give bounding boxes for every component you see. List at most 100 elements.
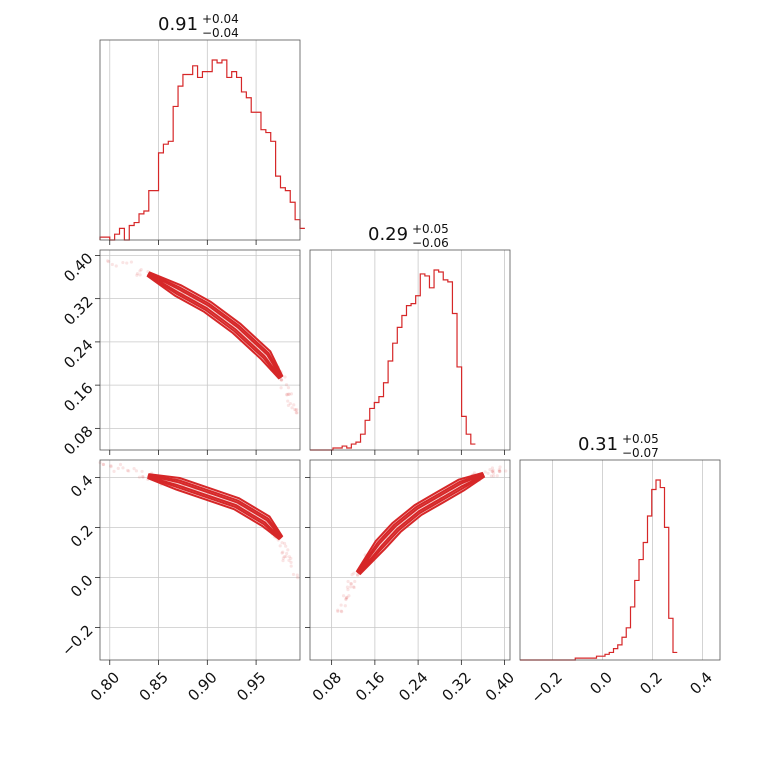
contour-inner-2 xyxy=(356,473,485,575)
scatter-point xyxy=(112,469,116,473)
scatter-point xyxy=(340,610,344,614)
scatter-point xyxy=(491,468,495,473)
x-tick-label-2-2: 0.2 xyxy=(636,668,666,698)
scatter-point xyxy=(295,573,299,577)
scatter-point xyxy=(281,558,285,563)
scatter-point xyxy=(490,466,495,470)
x-tick-label-1-3: 0.32 xyxy=(438,668,474,704)
scatter-point xyxy=(284,544,288,548)
contour-mid-0 xyxy=(146,272,283,380)
scatter-point xyxy=(296,576,300,580)
scatter-point xyxy=(344,597,348,601)
scatter-point xyxy=(116,466,120,470)
scatter-point xyxy=(504,469,508,473)
scatter-point xyxy=(286,403,291,408)
scatter-point xyxy=(281,550,285,554)
histogram-0 xyxy=(99,59,305,241)
scatter-point xyxy=(282,555,286,559)
hist-title-plus-1: +0.05 xyxy=(412,222,449,236)
scatter-point xyxy=(140,469,144,474)
scatter-point xyxy=(280,378,284,382)
scatter-point xyxy=(125,468,130,473)
scatter-point xyxy=(280,551,284,555)
scatter-point xyxy=(344,596,349,600)
scatter-point xyxy=(141,474,145,479)
scatter-point xyxy=(281,556,285,560)
diag-panel-2: 0.31 +0.05−0.07 xyxy=(519,432,721,661)
scatter-point xyxy=(109,464,113,468)
scatter-point xyxy=(344,597,348,602)
scatter-point xyxy=(347,594,351,598)
scatter-point xyxy=(127,469,131,473)
hist-title-plus-2: +0.05 xyxy=(622,432,659,446)
scatter-point xyxy=(498,465,502,469)
x-tick-label-2-1: 0.0 xyxy=(586,668,616,698)
hist-title-minus-2: −0.07 xyxy=(622,446,659,460)
scatter-point xyxy=(336,609,340,614)
scatter-point xyxy=(125,261,129,265)
scatter-point xyxy=(498,469,502,473)
scatter-point xyxy=(343,604,347,608)
scatter-point xyxy=(497,468,501,472)
scatter-point xyxy=(490,469,495,473)
y-tick-label-2-0: −0.2 xyxy=(58,621,96,659)
scatter-point xyxy=(348,585,353,589)
scatter-point xyxy=(110,262,114,267)
scatter-point xyxy=(279,378,283,382)
scatter-point xyxy=(138,269,142,273)
scatter-point xyxy=(472,471,477,475)
scatter-point xyxy=(138,273,142,277)
x-tick-label-2-3: 0.4 xyxy=(686,668,716,698)
scatter-point xyxy=(286,399,290,403)
scatter-point xyxy=(114,264,118,268)
scatter-point xyxy=(490,469,494,474)
scatter-point xyxy=(141,475,145,479)
pair-panel-1 xyxy=(95,459,301,665)
scatter-point xyxy=(292,403,296,407)
scatter-point xyxy=(356,573,360,577)
scatter-point xyxy=(289,564,293,568)
scatter-point xyxy=(492,474,496,478)
scatter-point xyxy=(109,464,113,469)
scatter-point xyxy=(287,392,291,396)
x-tick-label-1-1: 0.16 xyxy=(352,668,388,704)
histogram-2 xyxy=(520,479,678,661)
scatter-point xyxy=(135,273,139,277)
scatter-point xyxy=(491,471,496,475)
scatter-point xyxy=(345,585,350,589)
x-tick-label-0-1: 0.85 xyxy=(136,668,172,704)
pair-frame-1 xyxy=(99,459,301,661)
scatter-point xyxy=(293,407,297,412)
x-tick-label-1-4: 0.40 xyxy=(482,668,518,704)
scatter-point xyxy=(341,594,346,598)
scatter-point xyxy=(107,259,111,264)
hist-frame-0 xyxy=(99,39,301,241)
scatter-point xyxy=(339,609,343,613)
hist-title-median-1: 0.29 xyxy=(368,224,408,245)
scatter-point xyxy=(350,573,354,577)
histogram-1 xyxy=(310,269,476,451)
hist-title-median-0: 0.91 xyxy=(158,14,198,35)
scatter-point xyxy=(121,260,125,265)
x-tick-label-1-2: 0.24 xyxy=(395,668,431,704)
hist-frame-1 xyxy=(309,249,511,451)
scatter-point xyxy=(294,408,298,412)
pair-frame-2 xyxy=(309,459,511,661)
scatter-point xyxy=(497,469,501,473)
x-tick-label-2-0: −0.2 xyxy=(527,668,565,706)
x-tick-label-0-3: 0.95 xyxy=(233,668,269,704)
scatter-point xyxy=(285,392,289,397)
pair-panel-2 xyxy=(305,459,511,665)
scatter-point xyxy=(286,548,290,552)
scatter-point xyxy=(134,469,138,473)
scatter-point xyxy=(290,406,294,410)
scatter-point xyxy=(280,541,284,545)
scatter-point xyxy=(495,474,499,478)
scatter-point xyxy=(279,378,283,382)
y-tick-label-2-3: 0.4 xyxy=(67,471,97,501)
scatter-point xyxy=(285,551,289,556)
hist-title-minus-0: −0.04 xyxy=(202,26,239,40)
pair-panel-0 xyxy=(95,249,301,455)
y-tick-label-2-2: 0.2 xyxy=(67,521,97,551)
y-tick-label-1-3: 0.32 xyxy=(60,292,96,328)
